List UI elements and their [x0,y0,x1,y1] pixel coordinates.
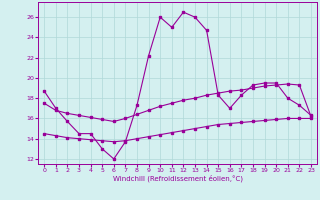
X-axis label: Windchill (Refroidissement éolien,°C): Windchill (Refroidissement éolien,°C) [113,175,243,182]
